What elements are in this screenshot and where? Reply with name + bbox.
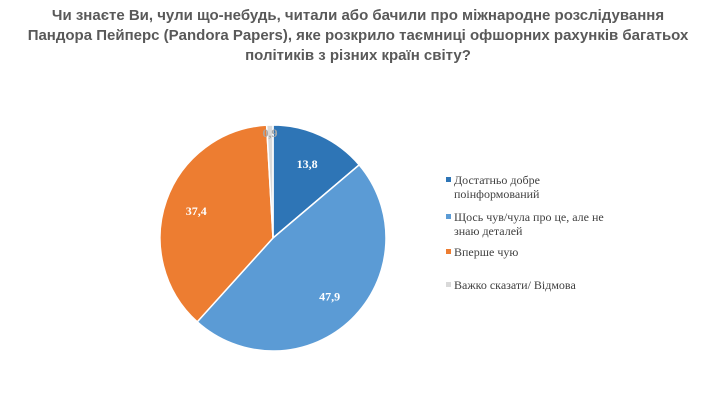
legend-label: Вперше чую bbox=[454, 245, 519, 259]
chart-title: Чи знаєте Ви, чули що-небудь, читали або… bbox=[20, 6, 696, 66]
legend-item-first-time: Вперше чую bbox=[446, 245, 626, 259]
chart-title-line-3: політиків з різних країн світу? bbox=[245, 47, 471, 64]
slice-hard-to-say bbox=[265, 124, 274, 239]
legend-item-hard-to-say: Важко сказати/ Відмова bbox=[446, 278, 626, 292]
pie-labels: 13,8 47,9 37,4 0,9 bbox=[186, 126, 340, 303]
legend-swatch bbox=[446, 249, 451, 254]
data-label: 0,9 bbox=[263, 126, 278, 140]
slice-first-time bbox=[159, 124, 274, 323]
slice-heard-something bbox=[196, 163, 387, 352]
legend-label: Достатньо добре поінформований bbox=[454, 173, 540, 201]
legend-swatch bbox=[446, 214, 451, 219]
data-label: 47,9 bbox=[319, 289, 340, 303]
slice-well-informed bbox=[272, 124, 361, 240]
legend-label: Щось чув/чула про це, але не знаю детале… bbox=[454, 210, 604, 238]
legend-swatch bbox=[446, 282, 451, 287]
legend-item-well-informed: Достатньо добре поінформований bbox=[446, 173, 626, 201]
legend-label: Важко сказати/ Відмова bbox=[454, 278, 576, 292]
data-label: 37,4 bbox=[186, 204, 207, 218]
legend-swatch bbox=[446, 177, 451, 182]
legend-item-heard-something: Щось чув/чула про це, але не знаю детале… bbox=[446, 210, 626, 238]
data-label: 13,8 bbox=[297, 157, 318, 171]
chart-title-line-2: Пандора Пейперс (Pandora Papers), яке ро… bbox=[27, 27, 689, 44]
legend: Достатньо добре поінформований Щось чув/… bbox=[446, 173, 626, 292]
pie-slices bbox=[159, 124, 387, 352]
chart-title-line-1: Чи знаєте Ви, чули що-небудь, читали або… bbox=[51, 7, 665, 24]
